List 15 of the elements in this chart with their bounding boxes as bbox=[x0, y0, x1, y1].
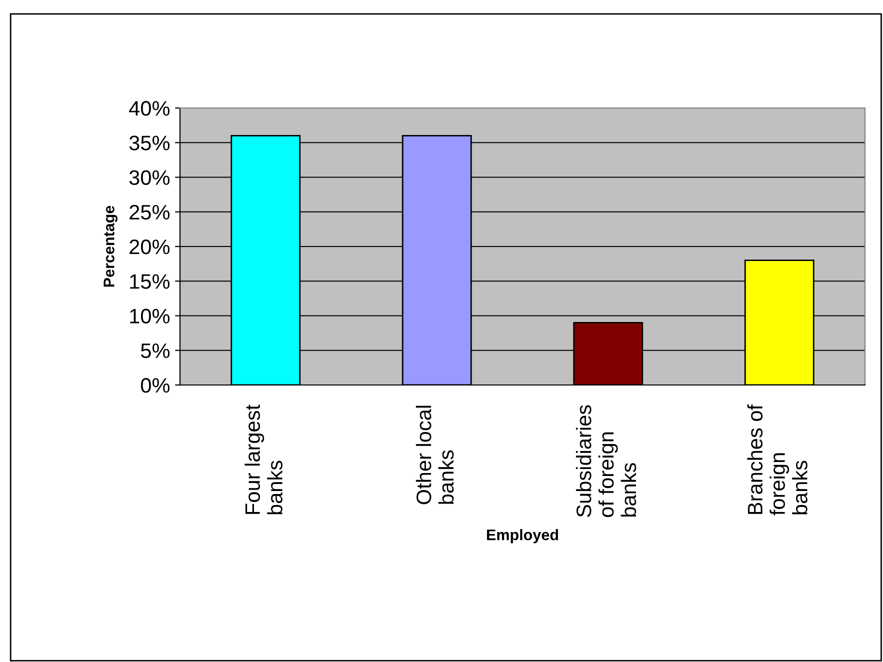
y-tick-label: 30% bbox=[129, 170, 170, 186]
y-tick-label: 15% bbox=[130, 274, 170, 289]
x-tick-label: Other local banks bbox=[416, 406, 454, 504]
x-tick-label: Four largest banks bbox=[244, 404, 282, 514]
y-tick-label: 35% bbox=[129, 136, 170, 150]
x-tick-label: Branches of foreign banks bbox=[747, 404, 808, 516]
y-tick-label: 25% bbox=[130, 204, 170, 220]
y-tick-label: 40% bbox=[129, 101, 170, 116]
y-tick-label: 20% bbox=[130, 240, 170, 254]
x-tick-label: Subsidiaries of foreign banks bbox=[576, 405, 636, 518]
y-axis-title: Percentage bbox=[104, 206, 118, 287]
y-tick-label: 10% bbox=[130, 308, 170, 324]
y-tick-label: 0% bbox=[140, 378, 170, 393]
y-tick-label: 5% bbox=[141, 343, 170, 358]
x-axis-title: Employed bbox=[487, 529, 558, 544]
